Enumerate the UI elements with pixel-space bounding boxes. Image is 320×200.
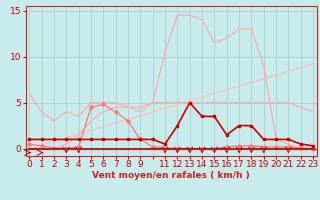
X-axis label: Vent moyen/en rafales ( km/h ): Vent moyen/en rafales ( km/h )	[92, 171, 250, 180]
